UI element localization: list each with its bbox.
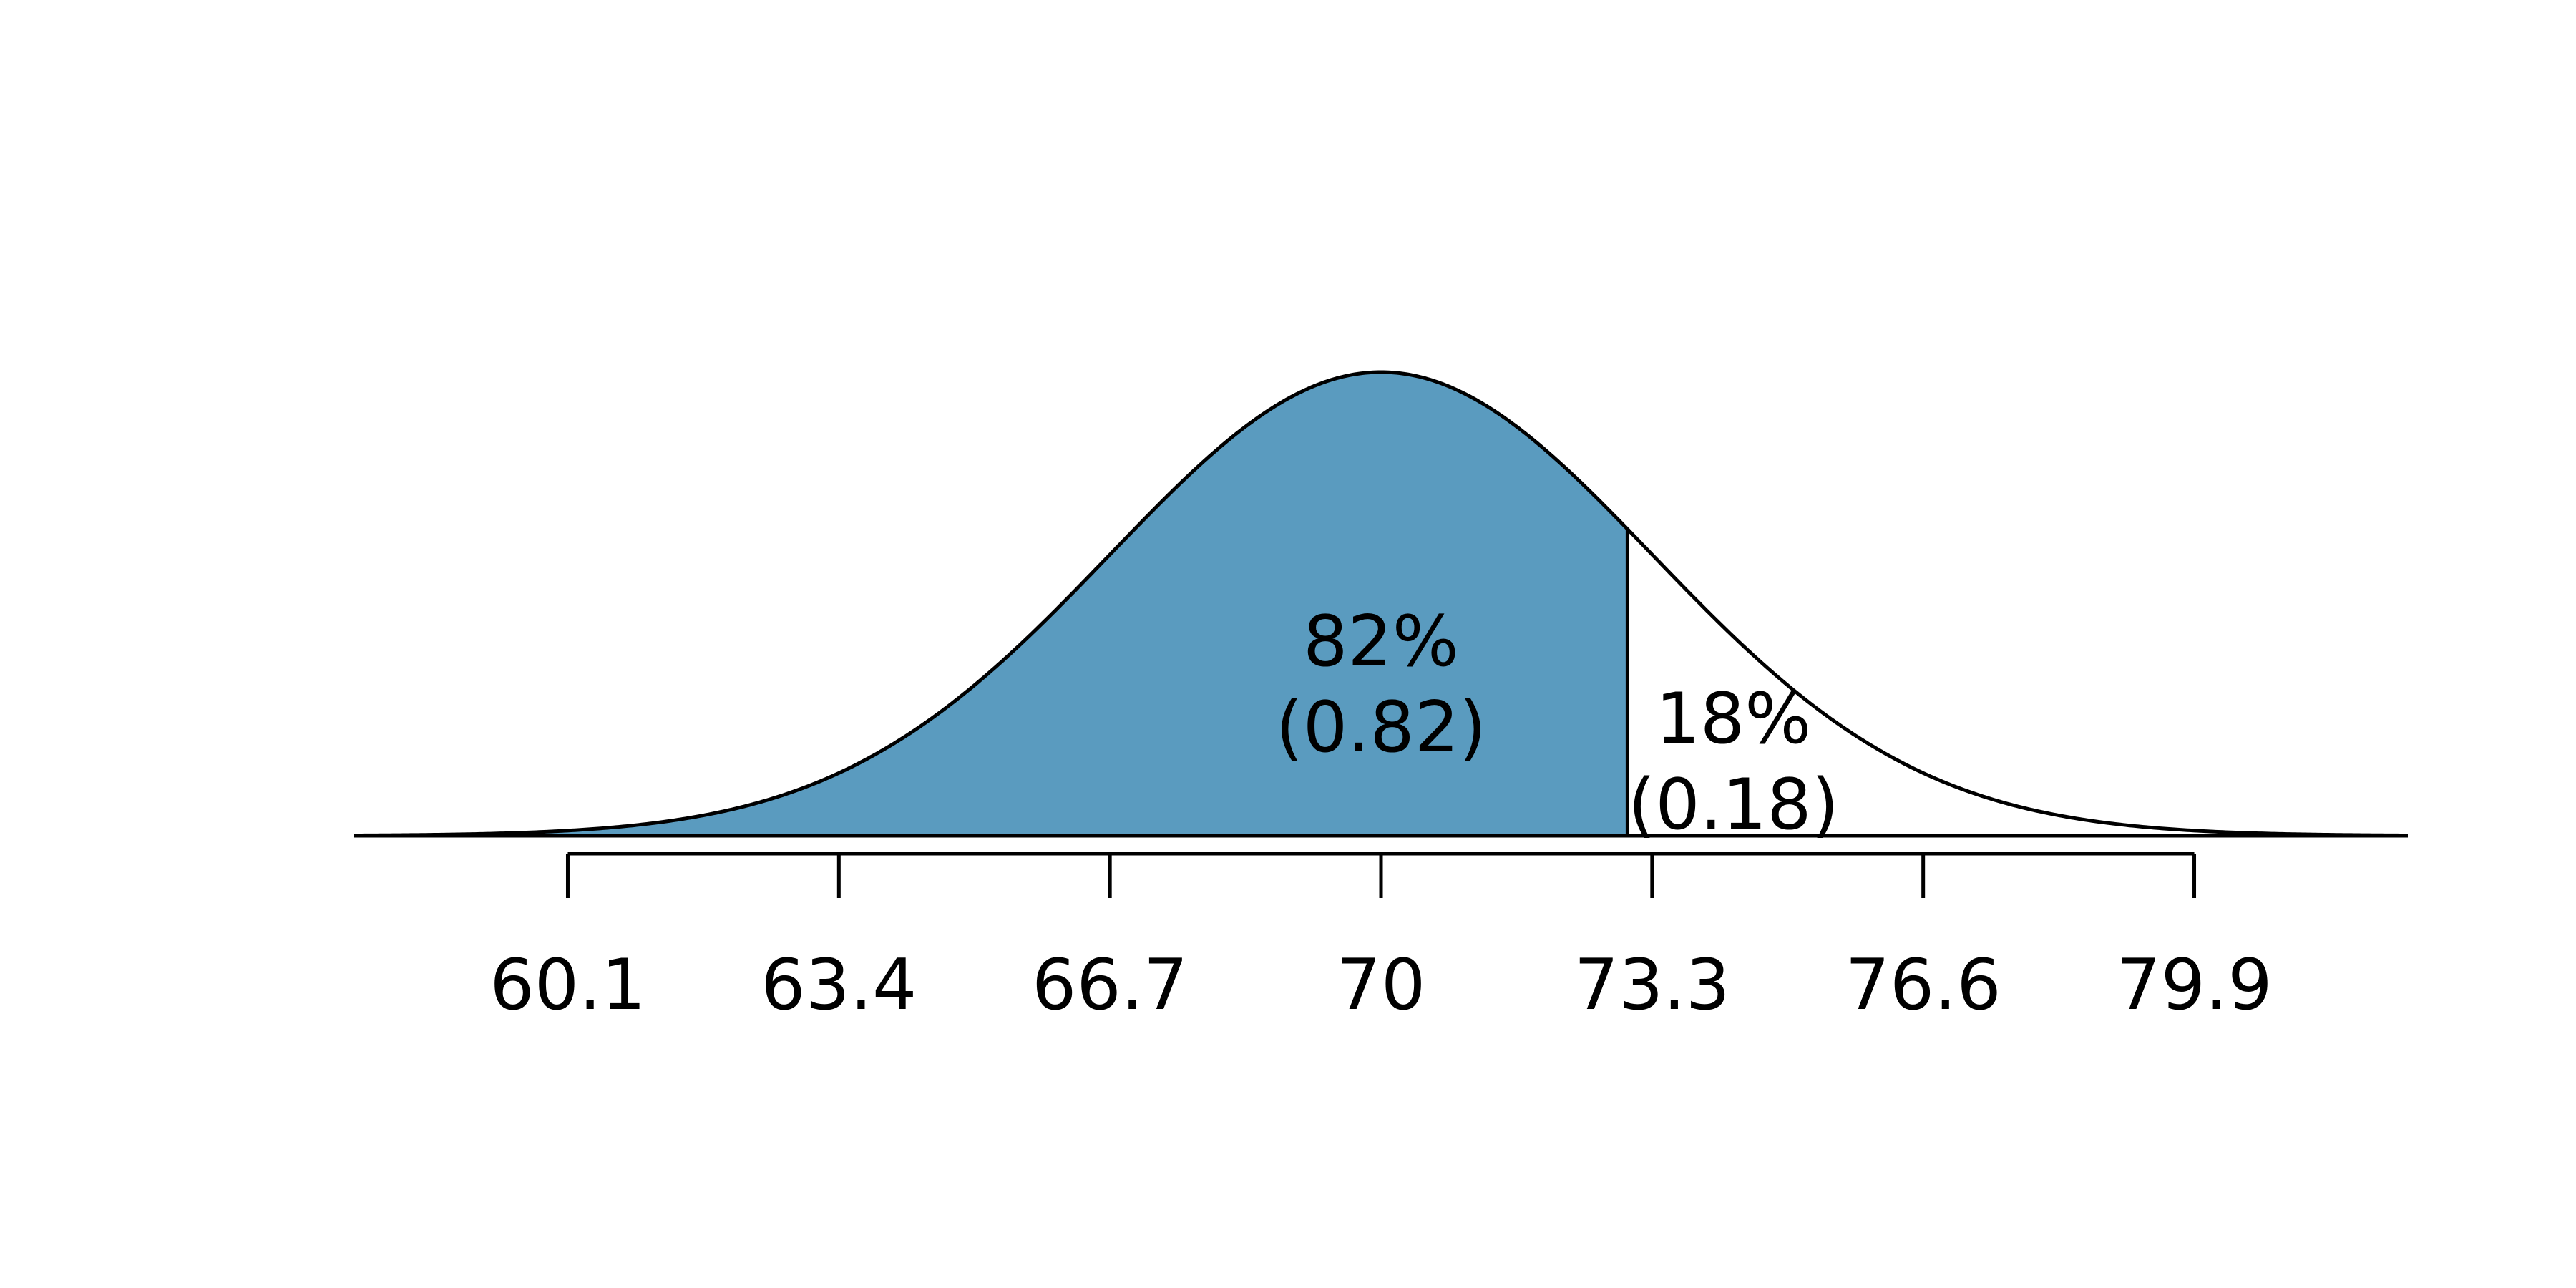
- x-axis: 60.1 63.4 66.7 70 73.3 76.6 79.9: [489, 852, 2273, 1026]
- region-label-right-proportion: (0.18): [1628, 764, 1839, 846]
- region-label-right-percent: 18%: [1656, 678, 1812, 760]
- curve-layer: [353, 370, 2409, 838]
- x-tick-label: 70: [1337, 945, 1426, 1026]
- shaded-area-layer: [354, 372, 1628, 836]
- density-curve: [353, 370, 2409, 837]
- x-tick-label: 66.7: [1032, 945, 1188, 1026]
- shaded-region: [354, 372, 1628, 836]
- x-tick-label: 79.9: [2116, 945, 2272, 1026]
- x-tick-label: 73.3: [1574, 945, 1730, 1026]
- x-tick-label: 76.6: [1845, 945, 2001, 1026]
- region-labels: 82% (0.82) 18% (0.18): [1276, 601, 1839, 846]
- x-tick-label: 60.1: [489, 945, 645, 1026]
- x-tick-label: 63.4: [761, 945, 917, 1026]
- region-label-left-proportion: (0.82): [1276, 687, 1487, 769]
- region-label-left-percent: 82%: [1303, 601, 1459, 683]
